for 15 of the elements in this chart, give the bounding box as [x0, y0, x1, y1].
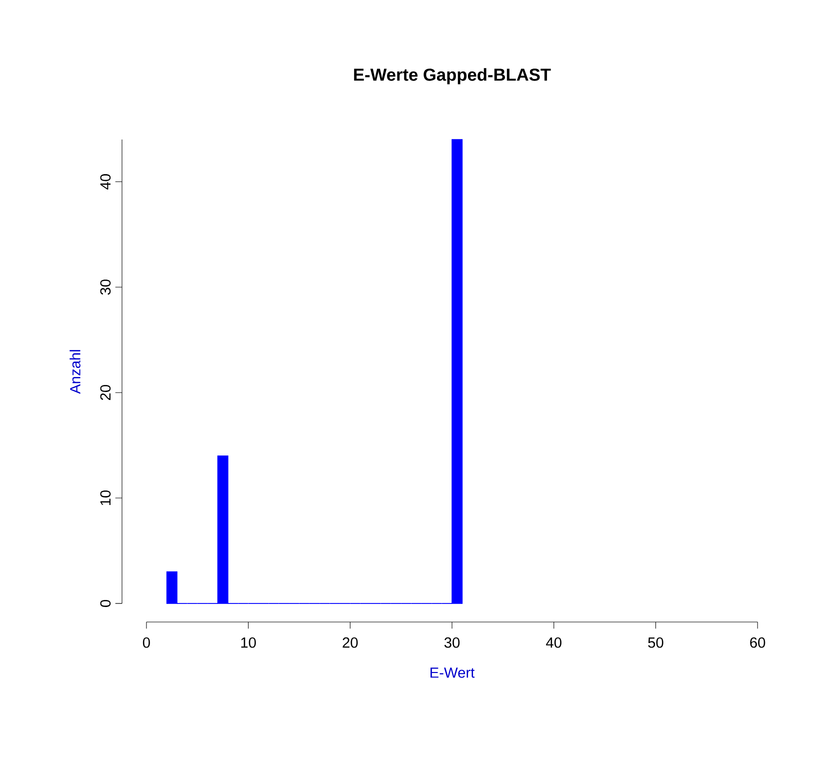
x-tick-label: 50: [648, 637, 664, 648]
x-axis-title: E-Wert: [430, 668, 475, 678]
x-tick-label: 60: [750, 637, 766, 648]
x-tick-label: 0: [142, 637, 150, 648]
x-tick-label: 10: [241, 637, 256, 648]
y-tick-label: 0: [100, 600, 111, 607]
y-tick-label: 20: [100, 385, 111, 400]
x-tick-label: 30: [444, 637, 460, 648]
chart-title: E-Werte Gapped-BLAST: [354, 68, 551, 84]
x-tick-label: 40: [546, 637, 562, 648]
y-tick-label: 10: [100, 490, 111, 506]
x-tick-label: 20: [342, 637, 358, 648]
y-axis-title: Anzahl: [70, 350, 80, 394]
y-tick-label: 40: [100, 174, 111, 190]
y-tick-label: 30: [100, 280, 111, 295]
